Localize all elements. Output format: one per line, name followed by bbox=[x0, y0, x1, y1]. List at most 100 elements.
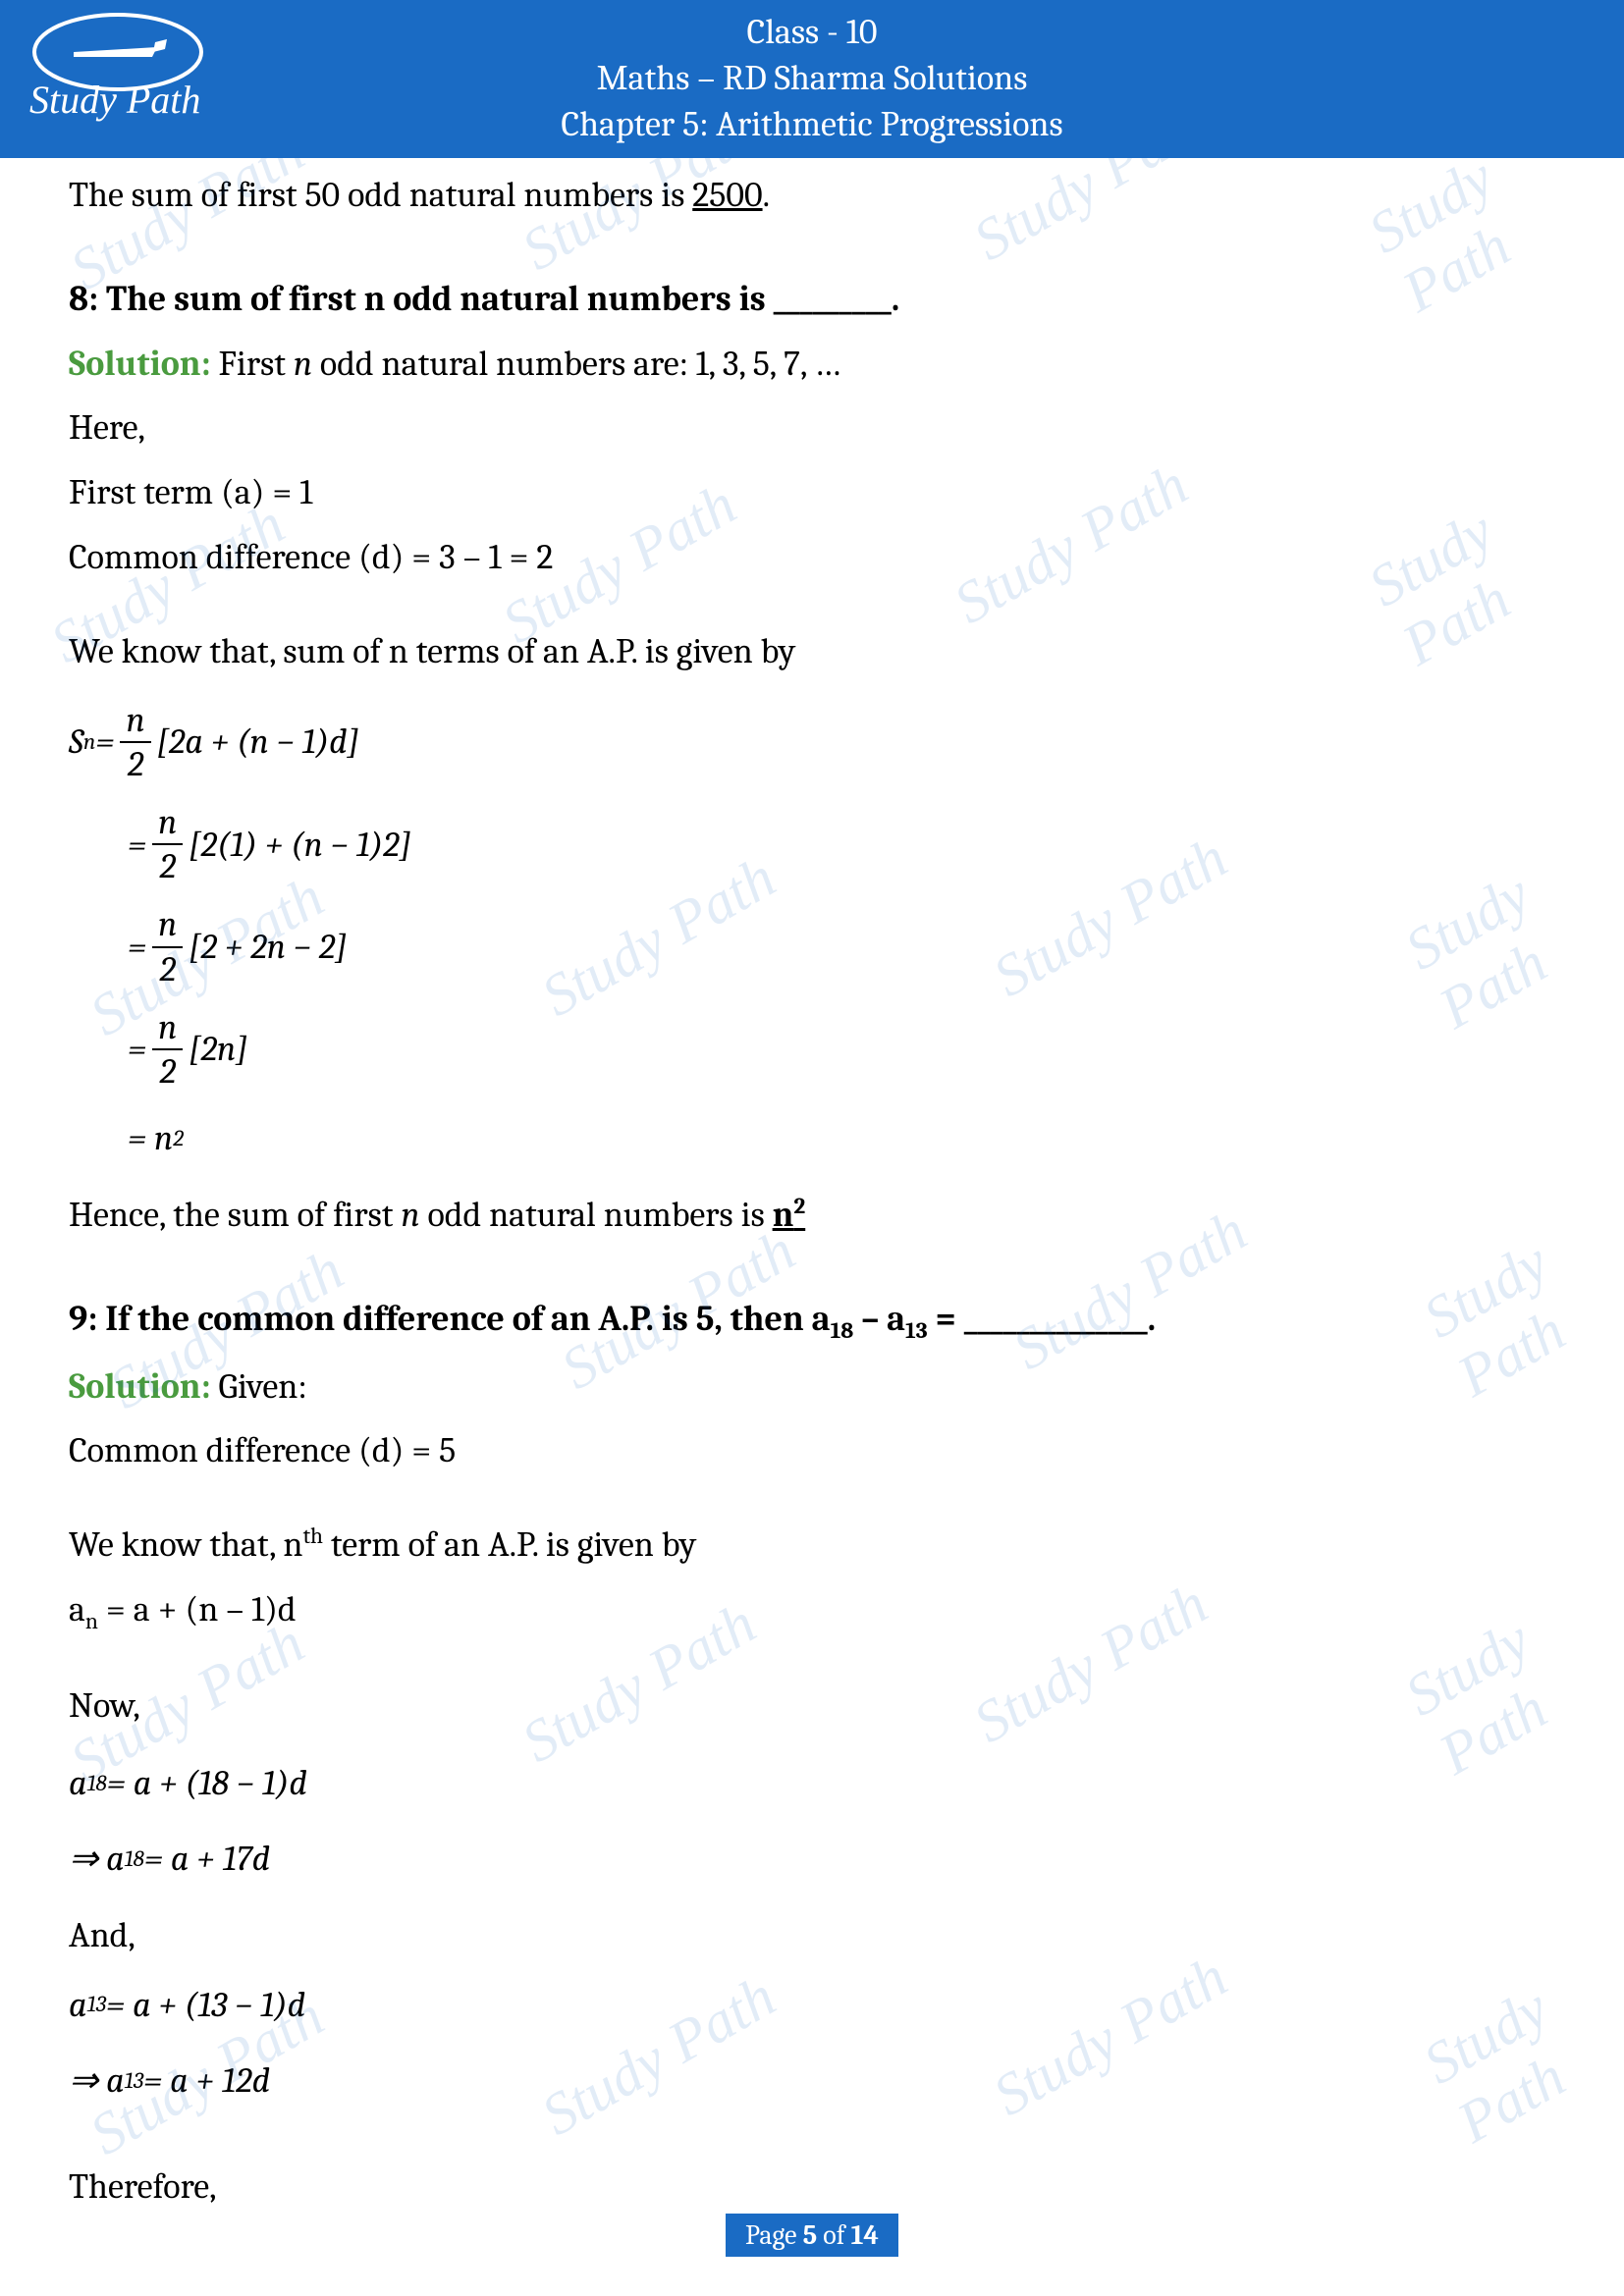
numerator: n bbox=[152, 903, 183, 947]
text: = a + 17d bbox=[144, 1829, 270, 1889]
text-italic: n bbox=[294, 344, 312, 384]
text: n bbox=[773, 1195, 794, 1235]
denominator: 2 bbox=[122, 743, 150, 785]
numerator: n bbox=[152, 1006, 183, 1050]
q8-math-block: Sn = n2 [2a + (n − 1)d] = n2 [2(1) + (n … bbox=[69, 699, 1555, 1169]
q8-first-term: First term (a) = 1 bbox=[69, 465, 1555, 520]
math-line: a18 = a + (18 − 1)d bbox=[69, 1753, 1555, 1813]
q8-solution-line1: Solution: First n odd natural numbers ar… bbox=[69, 337, 1555, 392]
page-number: 5 bbox=[803, 2219, 818, 2251]
sub: 18 bbox=[87, 1764, 107, 1803]
text: a bbox=[69, 1589, 85, 1629]
text: = a + (n – 1)d bbox=[98, 1589, 297, 1629]
text: [2(1) + (n − 1)2] bbox=[189, 815, 411, 875]
sup: 2 bbox=[793, 1193, 805, 1219]
numerator: n bbox=[152, 801, 183, 845]
page-footer: Page 5 of 14 bbox=[726, 2214, 898, 2257]
numerator: n bbox=[120, 699, 150, 743]
text: . bbox=[763, 175, 770, 215]
q8-common-diff: Common difference (d) = 3 – 1 = 2 bbox=[69, 530, 1555, 585]
text: Page bbox=[745, 2219, 803, 2251]
text: = bbox=[95, 712, 114, 772]
text: 9: If the common difference of an A.P. i… bbox=[69, 1299, 831, 1339]
sub: n bbox=[83, 722, 95, 762]
page-total: 14 bbox=[851, 2219, 879, 2251]
q9-math-block: a18 = a + (18 − 1)d ⇒ a18 = a + 17d And,… bbox=[69, 1753, 1555, 2110]
logo-text: Study Path bbox=[29, 77, 200, 123]
text: = bbox=[128, 815, 146, 875]
header-subject: Maths – RD Sharma Solutions bbox=[0, 58, 1624, 98]
solution-label: Solution: bbox=[69, 1366, 211, 1407]
text: = a + 12d bbox=[143, 2051, 270, 2110]
math-line: ⇒ a13 = a + 12d bbox=[69, 2051, 1555, 2110]
q9-and: And, bbox=[69, 1905, 1555, 1965]
math-line: a13 = a + (13 − 1)d bbox=[69, 1975, 1555, 2035]
fraction: n2 bbox=[120, 699, 150, 785]
text: ⇒ a bbox=[69, 1829, 125, 1889]
q9-given: Solution: Given: bbox=[69, 1360, 1555, 1415]
fraction: n2 bbox=[152, 1006, 183, 1093]
text: of bbox=[817, 2219, 851, 2251]
q9-an-formula: an = a + (n – 1)d bbox=[69, 1582, 1555, 1639]
solution-label: Solution: bbox=[69, 344, 211, 384]
math-line: Sn = n2 [2a + (n − 1)d] bbox=[69, 699, 1555, 785]
text: = n bbox=[128, 1108, 173, 1168]
math-line: = n2 [2(1) + (n − 1)2] bbox=[69, 801, 1555, 887]
denominator: 2 bbox=[153, 1050, 182, 1093]
denominator: 2 bbox=[153, 948, 182, 990]
math-line: = n2 [2 + 2n − 2] bbox=[69, 903, 1555, 989]
sup: th bbox=[302, 1522, 323, 1549]
text: S bbox=[69, 712, 83, 772]
text: Hence, the sum of first bbox=[69, 1195, 401, 1235]
sub: 18 bbox=[831, 1317, 854, 1344]
denominator: 2 bbox=[153, 845, 182, 887]
text: [2a + (n − 1)d] bbox=[157, 712, 359, 772]
text: a bbox=[69, 1975, 87, 2035]
text: ⇒ a bbox=[69, 2051, 125, 2110]
text: Given: bbox=[211, 1366, 307, 1407]
text: [2n] bbox=[189, 1019, 247, 1079]
text: = bbox=[128, 1019, 146, 1079]
text: = bbox=[128, 917, 146, 977]
math-line: ⇒ a18 = a + 17d bbox=[69, 1829, 1555, 1889]
page-header: Study Path Class - 10 Maths – RD Sharma … bbox=[0, 0, 1624, 158]
text: We know that, n bbox=[69, 1524, 302, 1565]
q9-we-know: We know that, nth term of an A.P. is giv… bbox=[69, 1518, 1555, 1573]
intro-line: The sum of first 50 odd natural numbers … bbox=[69, 168, 1555, 223]
header-class: Class - 10 bbox=[0, 12, 1624, 52]
sub: 13 bbox=[905, 1317, 928, 1344]
text: = a + (18 − 1)d bbox=[107, 1753, 307, 1813]
text: term of an A.P. is given by bbox=[323, 1524, 696, 1565]
sup: 2 bbox=[173, 1119, 184, 1158]
math-line: = n2 [2n] bbox=[69, 1006, 1555, 1093]
q8-we-know: We know that, sum of n terms of an A.P. … bbox=[69, 624, 1555, 679]
text-italic: n bbox=[401, 1195, 419, 1235]
q8-conclusion: Hence, the sum of first n odd natural nu… bbox=[69, 1188, 1555, 1243]
fraction: n2 bbox=[152, 903, 183, 989]
text: [2 + 2n − 2] bbox=[189, 917, 347, 977]
text: First bbox=[211, 344, 294, 384]
text: = a + (13 − 1)d bbox=[106, 1975, 305, 2035]
sub: 13 bbox=[87, 1985, 106, 2024]
q8-here: Here, bbox=[69, 400, 1555, 455]
question-8: 8: The sum of first n odd natural number… bbox=[69, 272, 1555, 327]
fraction: n2 bbox=[152, 801, 183, 887]
text: a bbox=[69, 1753, 87, 1813]
math-line: = n2 bbox=[69, 1108, 1555, 1168]
text: – a bbox=[853, 1299, 905, 1339]
sub: n bbox=[85, 1608, 98, 1634]
header-chapter: Chapter 5: Arithmetic Progressions bbox=[0, 104, 1624, 144]
q9-now: Now, bbox=[69, 1679, 1555, 1734]
sub: 18 bbox=[125, 1840, 144, 1879]
q9-cd: Common difference (d) = 5 bbox=[69, 1423, 1555, 1478]
sub: 13 bbox=[125, 2061, 143, 2101]
q9-therefore: Therefore, bbox=[69, 2160, 1555, 2215]
intro-answer: 2500 bbox=[692, 175, 762, 215]
question-9: 9: If the common difference of an A.P. i… bbox=[69, 1292, 1555, 1349]
document-body: The sum of first 50 odd natural numbers … bbox=[0, 158, 1624, 2215]
text: odd natural numbers is bbox=[420, 1195, 773, 1235]
text: = ______________. bbox=[928, 1299, 1156, 1339]
text: The sum of first 50 odd natural numbers … bbox=[69, 175, 692, 215]
answer: n2 bbox=[773, 1195, 806, 1235]
text: odd natural numbers are: 1, 3, 5, 7, … bbox=[312, 344, 840, 384]
